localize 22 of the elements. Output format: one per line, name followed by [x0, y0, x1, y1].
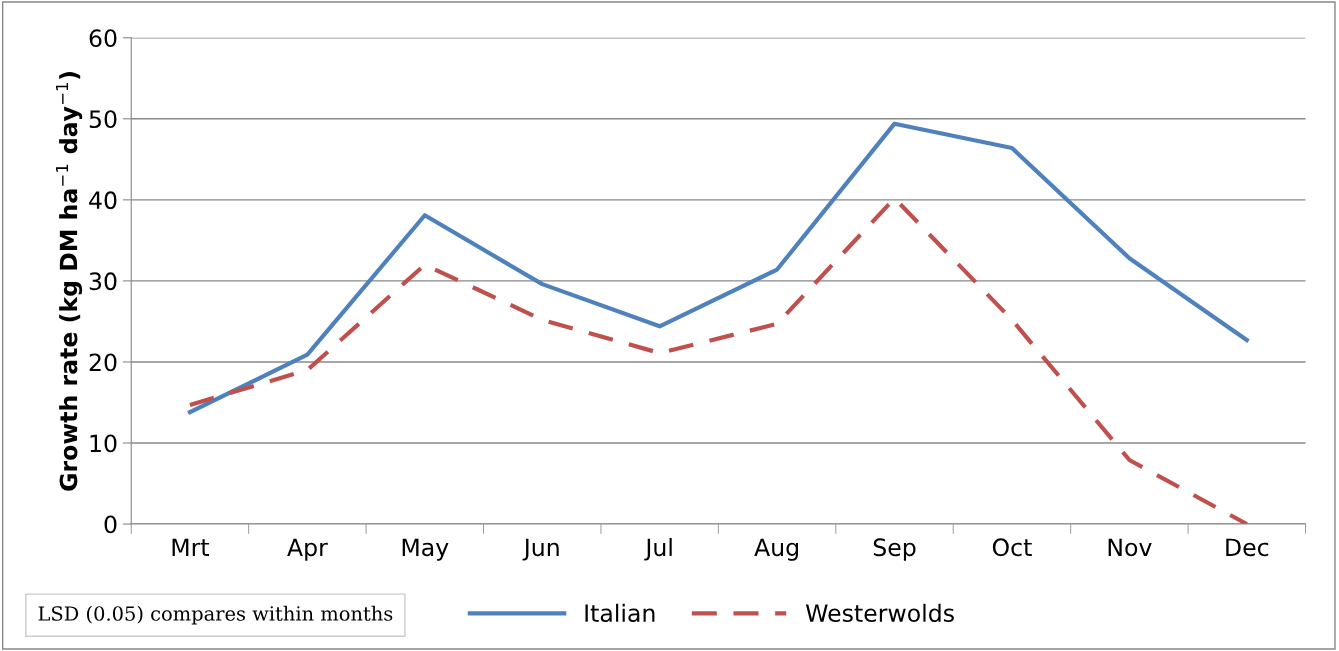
y-tick-label: 50 — [89, 110, 117, 129]
y-tick-label: 20 — [89, 353, 117, 372]
x-tick-label: Jul — [644, 537, 672, 561]
legend-label: Westerwolds — [805, 603, 954, 623]
y-tick-label: 30 — [89, 272, 117, 291]
y-tick-label: 60 — [89, 29, 117, 48]
legend-label: Italian — [585, 603, 655, 623]
y-tick-label: 10 — [90, 434, 117, 453]
y-axis-title: Growth rate (kg DM ha$^{−1}$ day$^{−1}$) — [55, 72, 83, 491]
x-tick-label: May — [402, 538, 449, 561]
x-tick-label: Oct — [992, 538, 1032, 557]
x-tick-label: Aug — [754, 538, 798, 561]
x-tick-label: Apr — [287, 538, 328, 561]
x-tick-label: Sep — [873, 538, 916, 561]
x-tick-label: Mrt — [172, 538, 210, 556]
y-tick-label: 0 — [104, 515, 117, 534]
line-series — [187, 121, 1249, 415]
text: LSD (0.05) compares within months — [38, 605, 393, 625]
x-tick-label: Nov — [1108, 538, 1152, 557]
y-tick-label: 40 — [89, 191, 117, 210]
x-tick-label: Dec — [1226, 538, 1269, 557]
x-tick-label: Jun — [522, 538, 559, 561]
